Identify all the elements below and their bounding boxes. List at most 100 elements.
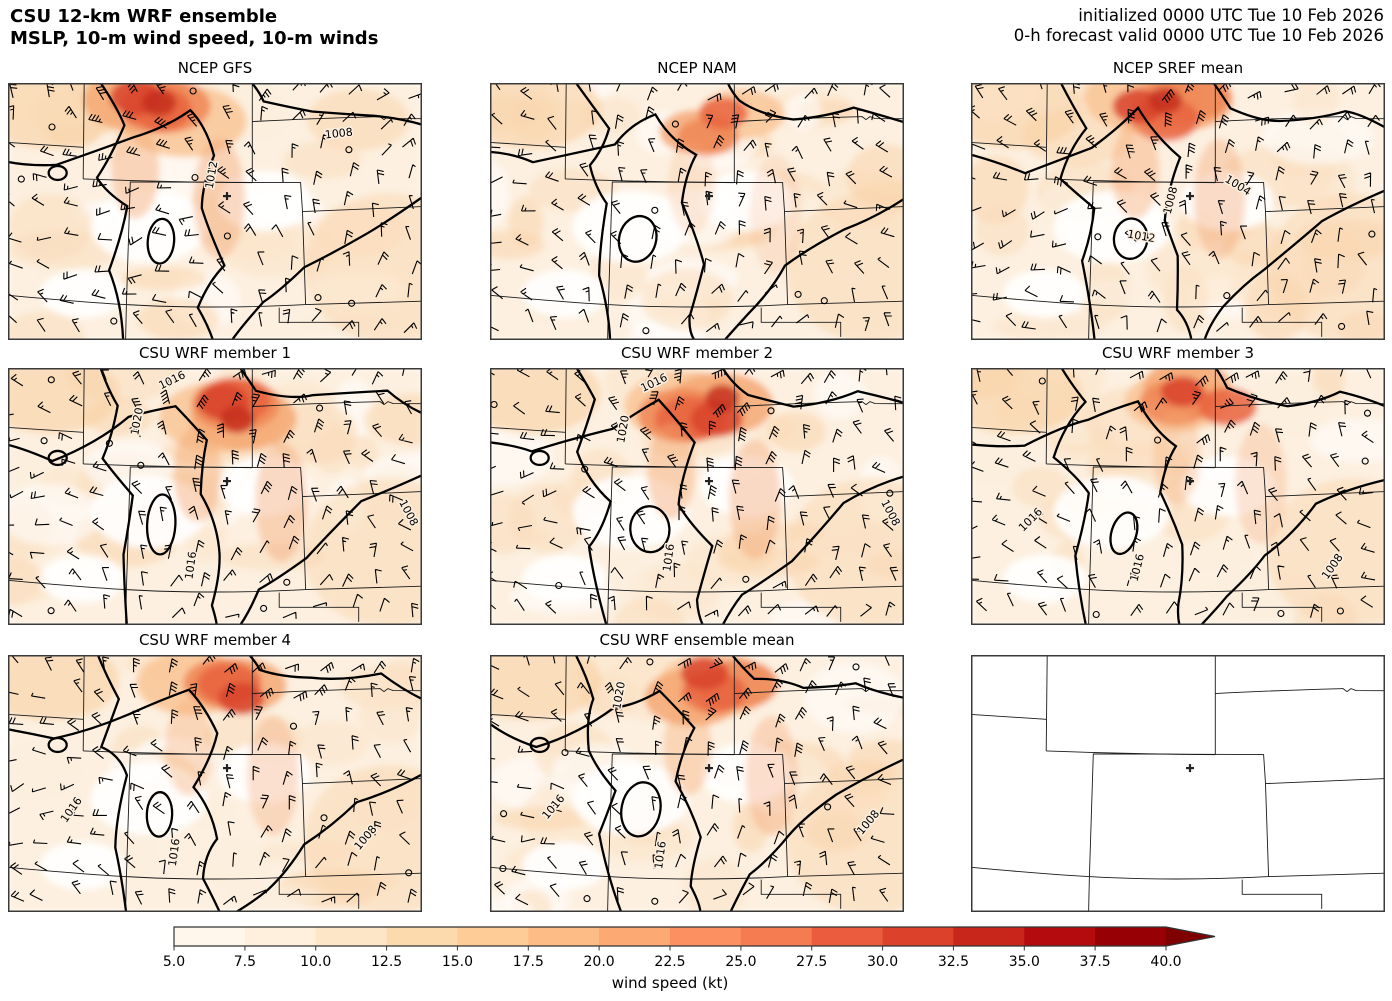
colorbar-cell — [528, 927, 600, 946]
map-ncep-nam — [490, 83, 904, 340]
map-frame — [490, 83, 904, 340]
colorbar-cell — [1024, 927, 1096, 946]
colorbar-tick-label: 35.0 — [1009, 954, 1040, 970]
panel-title-csu-wrf-member-4: CSU WRF member 4 — [138, 631, 292, 649]
colorbar-outline — [173, 926, 1216, 947]
mslp-contours — [8, 83, 422, 340]
panel-title-csu-wrf-ensemble-mean: CSU WRF ensemble mean — [599, 631, 795, 649]
map-frame — [971, 368, 1385, 625]
mslp-contours — [971, 83, 1385, 340]
map-geography-reference — [971, 655, 1385, 912]
state-borders — [971, 655, 1385, 912]
panel-title-ncep-gfs: NCEP GFS — [177, 59, 253, 77]
colorbar-axis-label: wind speed (kt) — [612, 974, 729, 992]
location-marker-cross — [223, 764, 232, 773]
colorbar-cell — [1095, 927, 1167, 946]
wind-speed-shading — [490, 83, 904, 340]
mslp-contours — [8, 655, 422, 912]
colorbar-tick-label: 12.5 — [371, 954, 402, 970]
colorbar-tick-label: 15.0 — [442, 954, 473, 970]
wind-speed-shading — [490, 368, 904, 625]
wind-speed-shading — [8, 83, 422, 340]
colorbar-extend-arrow — [1166, 927, 1215, 946]
wind-barbs — [8, 655, 420, 906]
mslp-contours — [971, 368, 1385, 625]
colorbar-cell — [174, 927, 246, 946]
map-frame — [490, 368, 904, 625]
valid-time-line: 0-h forecast valid 0000 UTC Tue 10 Feb 2… — [1013, 26, 1384, 46]
location-marker-cross — [1186, 192, 1195, 201]
panel-title-csu-wrf-member-1: CSU WRF member 1 — [138, 344, 292, 362]
location-marker-cross — [705, 764, 714, 773]
init-info: initialized 0000 UTC Tue 10 Feb 2026 0-h… — [1014, 6, 1384, 46]
state-borders — [8, 83, 422, 340]
colorbar: 5.0 7.5 10.0 12.5 15.0 17.5 20.0 22.5 25.0 27.5 30… — [163, 926, 1216, 992]
state-borders — [490, 655, 904, 912]
colorbar-cell — [599, 927, 671, 946]
colorbar-cell — [740, 927, 813, 946]
wind-barbs — [8, 83, 422, 334]
colorbar-tick-label: 30.0 — [867, 954, 898, 970]
colorbar-cell — [386, 927, 459, 946]
colorbar-cell — [811, 927, 884, 946]
wind-speed-shading — [971, 83, 1385, 340]
figure-title-line1: CSU 12-km WRF ensemble — [10, 6, 278, 27]
map-frame — [8, 83, 422, 340]
colorbar-cell — [315, 927, 388, 946]
panel-title-csu-wrf-member-3: CSU WRF member 3 — [1101, 344, 1255, 362]
location-marker-cross — [223, 192, 232, 201]
figure-title-line2: MSLP, 10-m wind speed, 10-m winds — [10, 27, 379, 49]
map-frame — [490, 655, 904, 912]
map-frame — [8, 655, 422, 912]
panel-title-csu-wrf-member-2: CSU WRF member 2 — [620, 344, 774, 362]
wind-speed-shading — [971, 368, 1385, 625]
mslp-contour-label: 1016 — [166, 838, 183, 868]
colorbar-tick-label: 17.5 — [513, 954, 544, 970]
location-marker-cross — [1186, 477, 1195, 486]
colorbar-tick-label: 10.0 — [300, 954, 331, 970]
wind-speed-shading — [8, 655, 422, 912]
mslp-contours — [8, 368, 422, 625]
colorbar-cell — [670, 927, 742, 946]
mslp-contour-label: 1016 — [652, 840, 669, 870]
mslp-contours — [490, 83, 904, 340]
init-time-line: initialized 0000 UTC Tue 10 Feb 2026 — [1078, 6, 1384, 25]
colorbar-tick-label: 37.5 — [1080, 954, 1111, 970]
location-marker-cross — [705, 192, 714, 201]
state-borders — [971, 83, 1385, 340]
mslp-contours — [490, 368, 904, 625]
wind-speed-shading — [490, 655, 904, 912]
figure-title: CSU 12-km WRF ensemble MSLP, 10-m wind s… — [10, 6, 378, 50]
map-frame — [971, 83, 1385, 340]
colorbar-cell — [457, 927, 529, 946]
wind-barbs — [490, 368, 902, 617]
colorbar-tick-label: 22.5 — [654, 954, 685, 970]
mslp-contour-label: 1008 — [324, 126, 353, 142]
colorbar-tick-label: 25.0 — [725, 954, 756, 970]
colorbar-cell — [244, 927, 317, 946]
location-marker-cross — [223, 477, 232, 486]
map-frame — [971, 655, 1385, 912]
wind-speed-shading — [8, 368, 422, 625]
wind-barbs — [8, 368, 419, 619]
map-frame — [8, 368, 422, 625]
wind-barbs — [971, 83, 1381, 333]
colorbar-tick-label: 20.0 — [584, 954, 615, 970]
panel-title-ncep-nam: NCEP NAM — [657, 59, 737, 77]
location-marker-cross — [1186, 764, 1195, 773]
location-marker-cross — [705, 477, 714, 486]
colorbar-tick-label: 5.0 — [163, 954, 185, 970]
colorbar-tick-label: 40.0 — [1150, 954, 1181, 970]
colorbar-tick-label: 7.5 — [234, 954, 256, 970]
colorbar-cell — [882, 927, 955, 946]
wind-barbs — [490, 655, 896, 906]
colorbar-tick-label: 32.5 — [938, 954, 969, 970]
colorbar-cell — [953, 927, 1025, 946]
